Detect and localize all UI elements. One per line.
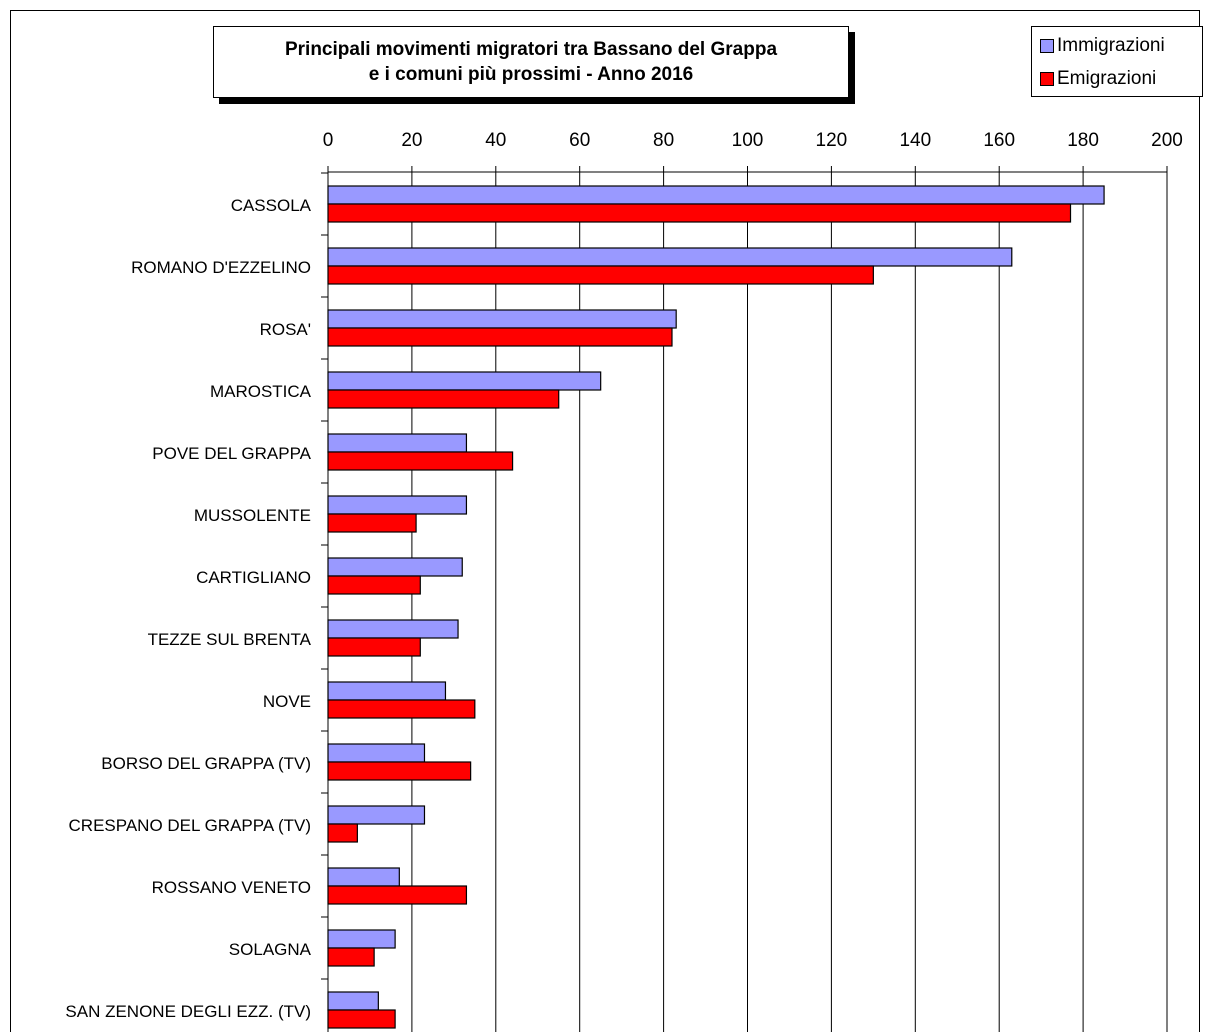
x-tick-label: 40 xyxy=(485,130,506,151)
x-tick-label: 200 xyxy=(1151,130,1183,151)
bars xyxy=(327,185,1105,1029)
bar-emigrazioni xyxy=(327,823,358,843)
y-category-label: NOVE xyxy=(263,692,311,711)
bar-immigrazioni xyxy=(327,557,463,577)
x-tick-label: 20 xyxy=(401,130,422,151)
bar-immigrazioni xyxy=(327,681,447,701)
x-tick-label: 140 xyxy=(899,130,931,151)
bar-emigrazioni xyxy=(327,203,1072,223)
bar-emigrazioni xyxy=(327,389,560,409)
x-tick-label: 60 xyxy=(569,130,590,151)
chart-frame xyxy=(10,10,1200,1032)
legend-item-emigrazioni: Emigrazioni xyxy=(1040,64,1156,94)
y-category-label: ROMANO D'EZZELINO xyxy=(131,258,311,277)
y-category-label: MUSSOLENTE xyxy=(194,506,311,525)
x-tick-label: 120 xyxy=(816,130,848,151)
chart-title-line-1: Principali movimenti migratori tra Bassa… xyxy=(284,39,778,60)
bar-immigrazioni xyxy=(327,371,602,391)
legend-swatch-immigrazioni xyxy=(1040,39,1054,53)
bar-immigrazioni xyxy=(327,991,379,1011)
bar-immigrazioni xyxy=(327,619,459,639)
x-axis-tick-labels: 0 20 40 60 80 100 120 140 160 180 200 xyxy=(323,130,1183,151)
bar-immigrazioni xyxy=(327,185,1105,205)
bar-emigrazioni xyxy=(327,885,468,905)
bar-immigrazioni xyxy=(327,929,396,949)
bar-immigrazioni xyxy=(327,495,468,515)
legend: Immigrazioni Emigrazioni xyxy=(1031,26,1203,97)
bar-emigrazioni xyxy=(327,637,421,657)
y-category-label: ROSSANO VENETO xyxy=(152,878,311,897)
bar-immigrazioni xyxy=(327,433,468,453)
y-category-label: SAN ZENONE DEGLI EZZ. (TV) xyxy=(65,1002,311,1021)
legend-item-immigrazioni: Immigrazioni xyxy=(1040,31,1165,61)
x-tick-label: 100 xyxy=(732,130,764,151)
legend-label-immigrazioni: Immigrazioni xyxy=(1057,35,1165,56)
bar-immigrazioni xyxy=(327,247,1013,267)
y-category-label: BORSO DEL GRAPPA (TV) xyxy=(101,754,311,773)
legend-swatch-emigrazioni xyxy=(1040,72,1054,86)
y-category-label: TEZZE SUL BRENTA xyxy=(148,630,312,649)
axes xyxy=(321,166,1168,1032)
bar-immigrazioni xyxy=(327,805,426,825)
legend-label-emigrazioni: Emigrazioni xyxy=(1057,68,1157,89)
bar-immigrazioni xyxy=(327,309,677,329)
y-category-label: CASSOLA xyxy=(231,196,312,215)
y-category-label: ROSA' xyxy=(260,320,311,339)
y-category-label: CRESPANO DEL GRAPPA (TV) xyxy=(69,816,311,835)
bar-emigrazioni xyxy=(327,761,472,781)
y-axis-category-labels: CASSOLA ROMANO D'EZZELINO ROSA' MAROSTICA PO… xyxy=(65,196,311,1021)
bar-emigrazioni xyxy=(327,513,417,533)
bar-emigrazioni xyxy=(327,265,874,285)
bar-emigrazioni xyxy=(327,327,673,347)
x-tick-label: 180 xyxy=(1067,130,1099,151)
x-tick-label: 0 xyxy=(323,130,334,151)
bar-immigrazioni xyxy=(327,743,426,763)
gridlines xyxy=(411,172,1168,1032)
bar-emigrazioni xyxy=(327,1009,396,1029)
y-category-label: POVE DEL GRAPPA xyxy=(152,444,311,463)
x-tick-label: 160 xyxy=(983,130,1015,151)
bar-immigrazioni xyxy=(327,867,400,887)
x-tick-label: 80 xyxy=(653,130,674,151)
y-category-label: SOLAGNA xyxy=(229,940,312,959)
chart-title: Principali movimenti migratori tra Bassa… xyxy=(213,26,849,98)
y-category-label: CARTIGLIANO xyxy=(196,568,311,587)
bar-emigrazioni xyxy=(327,451,514,471)
bar-emigrazioni xyxy=(327,699,476,719)
bar-emigrazioni xyxy=(327,947,375,967)
chart-title-line-2: e i comuni più prossimi - Anno 2016 xyxy=(368,64,694,85)
y-category-label: MAROSTICA xyxy=(210,382,312,401)
bar-emigrazioni xyxy=(327,575,421,595)
